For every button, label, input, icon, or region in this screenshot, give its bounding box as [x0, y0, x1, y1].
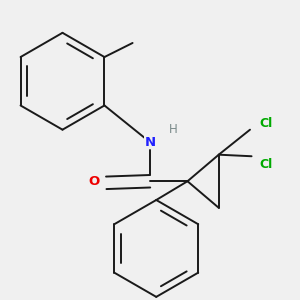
- Text: Cl: Cl: [260, 117, 273, 130]
- Text: Cl: Cl: [260, 158, 273, 171]
- Text: H: H: [169, 123, 178, 136]
- Text: N: N: [144, 136, 156, 149]
- Text: O: O: [88, 176, 99, 188]
